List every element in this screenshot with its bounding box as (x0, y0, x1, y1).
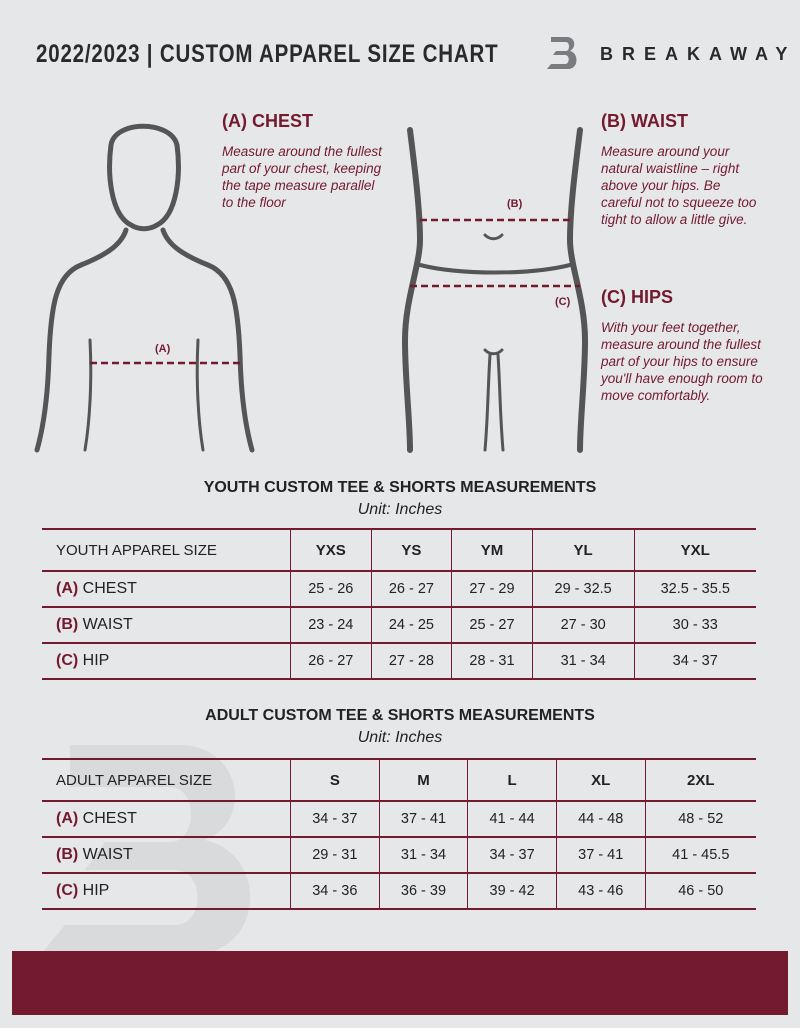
row-label: (A) CHEST (42, 800, 291, 838)
size-header: YM (451, 528, 533, 572)
chest-heading: (A) CHEST (222, 111, 313, 131)
row-label: (B) WAIST (42, 606, 291, 644)
row-label: (A) CHEST (42, 570, 291, 608)
upper-body-figure-icon (34, 123, 255, 453)
waist-description: Measure around your natural waistline – … (601, 144, 757, 227)
cell: 31 - 34 (378, 836, 468, 874)
hips-heading: (C) HIPS (601, 287, 673, 307)
size-header: YXS (290, 528, 372, 572)
size-header: YXL (633, 528, 756, 572)
cell: 24 - 25 (370, 606, 452, 644)
row-name: HIP (82, 652, 110, 669)
row-label: (C) HIP (42, 872, 291, 910)
lower-body-figure-icon (401, 127, 589, 453)
youth-unit: Unit: Inches (357, 501, 443, 518)
brand-name: BREAKAWAY (600, 44, 797, 64)
row-letter: (B) (56, 846, 79, 863)
cell: 23 - 24 (290, 606, 372, 644)
size-header: YL (531, 528, 634, 572)
adult-unit: Unit: Inches (357, 729, 443, 746)
cell: 36 - 39 (378, 872, 468, 910)
size-header: YS (370, 528, 452, 572)
youth-section-title: YOUTH CUSTOM TEE & SHORTS MEASUREMENTS (203, 479, 597, 496)
hips-marker: (C) (555, 296, 571, 308)
size-header: 2XL (644, 758, 756, 802)
cell: 27 - 29 (451, 570, 533, 608)
row-name: WAIST (82, 616, 133, 633)
row-label: ADULT APPAREL SIZE (42, 758, 291, 802)
row-letter: (A) (56, 580, 79, 597)
cell: 37 - 41 (378, 800, 468, 838)
row-name: WAIST (82, 846, 133, 863)
row-label: (C) HIP (42, 642, 291, 680)
cell: 34 - 36 (290, 872, 380, 910)
cell: 31 - 34 (531, 642, 634, 680)
cell: 32.5 - 35.5 (633, 570, 756, 608)
row-label: YOUTH APPAREL SIZE (42, 528, 291, 572)
table-header-row: ADULT APPAREL SIZE S M L XL 2XL (42, 758, 756, 802)
cell: 29 - 31 (290, 836, 380, 874)
youth-size-table: YOUTH APPAREL SIZE YXS YS YM YL YXL (A) … (42, 528, 756, 680)
hips-description: With your feet together, measure around … (601, 320, 763, 403)
cell: 44 - 48 (555, 800, 646, 838)
table-row: (C) HIP 34 - 36 36 - 39 39 - 42 43 - 46 46 -… (42, 872, 756, 910)
breakaway-logo-icon (545, 33, 585, 73)
row-letter: (B) (56, 616, 79, 633)
cell: 25 - 27 (451, 606, 533, 644)
table-header-row: YOUTH APPAREL SIZE YXS YS YM YL YXL (42, 528, 756, 572)
waist-marker: (B) (507, 198, 523, 210)
cell: 43 - 46 (555, 872, 646, 910)
cell: 34 - 37 (633, 642, 756, 680)
chest-description: Measure around the fullest part of your … (222, 144, 382, 210)
size-header: XL (555, 758, 646, 802)
chest-marker: (A) (155, 343, 171, 355)
cell: 27 - 28 (370, 642, 452, 680)
row-letter: (C) (56, 652, 79, 669)
adult-size-table: ADULT APPAREL SIZE S M L XL 2XL (A) CHES… (42, 758, 756, 910)
table-row: (A) CHEST 34 - 37 37 - 41 41 - 44 44 - 48 48… (42, 800, 756, 838)
row-name: CHEST (82, 580, 137, 597)
table-row: (B) WAIST 29 - 31 31 - 34 34 - 37 37 - 41 41… (42, 836, 756, 874)
size-header: S (290, 758, 380, 802)
adult-section-title: ADULT CUSTOM TEE & SHORTS MEASUREMENTS (205, 707, 595, 724)
row-label: (B) WAIST (42, 836, 291, 874)
table-row: (C) HIP 26 - 27 27 - 28 28 - 31 31 - 34 34 -… (42, 642, 756, 680)
cell: 26 - 27 (290, 642, 372, 680)
cell: 34 - 37 (290, 800, 380, 838)
cell: 37 - 41 (555, 836, 646, 874)
cell: 27 - 30 (531, 606, 634, 644)
waist-heading: (B) WAIST (601, 111, 688, 131)
table-row: (A) CHEST 25 - 26 26 - 27 27 - 29 29 - 32.5… (42, 570, 756, 608)
cell: 46 - 50 (644, 872, 756, 910)
size-header: M (378, 758, 468, 802)
cell: 48 - 52 (644, 800, 756, 838)
cell: 29 - 32.5 (531, 570, 634, 608)
row-letter: (A) (56, 810, 79, 827)
cell: 30 - 33 (633, 606, 756, 644)
cell: 26 - 27 (370, 570, 452, 608)
row-letter: (C) (56, 882, 79, 899)
row-name: CHEST (82, 810, 137, 827)
table-row: (B) WAIST 23 - 24 24 - 25 25 - 27 27 - 30 30… (42, 606, 756, 644)
cell: 28 - 31 (451, 642, 533, 680)
row-name: HIP (82, 882, 110, 899)
cell: 41 - 45.5 (644, 836, 756, 874)
cell: 41 - 44 (467, 800, 557, 838)
footer-band (12, 951, 788, 1015)
cell: 25 - 26 (290, 570, 372, 608)
page-title: 2022/2023 | CUSTOM APPAREL SIZE CHART (36, 40, 499, 68)
cell: 34 - 37 (467, 836, 557, 874)
size-header: L (467, 758, 557, 802)
cell: 39 - 42 (467, 872, 557, 910)
